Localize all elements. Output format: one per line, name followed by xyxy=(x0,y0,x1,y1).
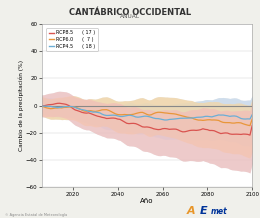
Text: met: met xyxy=(211,207,227,216)
Legend: RCP8.5      ( 17 ), RCP6.0      (  7 ), RCP4.5      ( 18 ): RCP8.5 ( 17 ), RCP6.0 ( 7 ), RCP4.5 ( 18… xyxy=(46,28,98,51)
Text: E: E xyxy=(200,206,208,216)
Text: CANTÁBRICO OCCIDENTAL: CANTÁBRICO OCCIDENTAL xyxy=(69,8,191,17)
X-axis label: Año: Año xyxy=(140,198,154,204)
Text: ANUAL: ANUAL xyxy=(120,14,140,19)
Text: © Agencia Estatal de Meteorología: © Agencia Estatal de Meteorología xyxy=(5,213,67,217)
Y-axis label: Cambio de la precipitación (%): Cambio de la precipitación (%) xyxy=(19,60,24,151)
Text: A: A xyxy=(187,206,196,216)
